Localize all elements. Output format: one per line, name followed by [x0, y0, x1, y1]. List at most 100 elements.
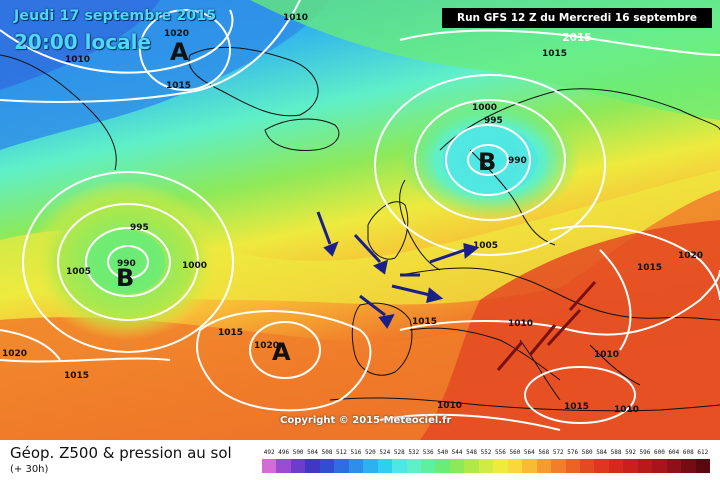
- isobar-1020-azores: [249, 321, 321, 379]
- iso-label-1020-d: 1020: [678, 251, 703, 261]
- iso-label-990-a: 990: [508, 156, 527, 166]
- iso-label-1005-b: 1005: [66, 267, 91, 277]
- scale-color-cell: [623, 459, 638, 473]
- norway-coast: [469, 149, 556, 246]
- scale-tick-label: 592: [625, 449, 636, 456]
- mediterranean-north: [409, 327, 561, 381]
- isobar-1005-scand: [374, 74, 606, 256]
- scale-tick-label: 544: [451, 449, 463, 456]
- isobar-995-atl: [85, 227, 171, 297]
- scale-color-cell: [594, 459, 609, 473]
- copyright-notice: Copyright © 2015 Meteociel.fr: [280, 415, 452, 426]
- scale-tick-label: 520: [364, 449, 376, 456]
- scale-color-cell: [392, 459, 407, 473]
- isobar-1000-scand: [414, 99, 566, 221]
- scale-tick-label: 516: [350, 449, 362, 456]
- britain: [399, 179, 441, 271]
- scale-color-cell: [536, 459, 552, 473]
- low-atlantic-core: [85, 230, 165, 294]
- warm-arrows: [496, 281, 597, 371]
- warm-arrow-3: [546, 308, 582, 347]
- scale-tick-label: 600: [653, 449, 665, 456]
- forecast-time: 20:00 locale: [14, 30, 151, 54]
- scale-tick-label: 504: [307, 449, 318, 456]
- scale-tick-label: 492: [263, 449, 275, 456]
- scale-color-cell: [652, 459, 667, 473]
- scale-tick-label: 608: [682, 449, 694, 456]
- greenland-coast: [0, 54, 117, 171]
- north-africa-coast: [329, 397, 720, 412]
- scale-color-cell: [435, 459, 450, 473]
- scale-tick-label: 556: [495, 449, 506, 456]
- forecast-date: Jeudi 17 septembre 2015: [14, 8, 217, 24]
- scandinavia: [439, 88, 720, 151]
- scale-tick-label: 512: [336, 449, 347, 456]
- scale-color-cell: [406, 459, 421, 473]
- high-center-greenland: A: [170, 38, 189, 66]
- isobar-1010-central: [399, 269, 720, 336]
- cold-air-core: [0, 0, 160, 90]
- scale-color-cell: [608, 459, 624, 473]
- isobar-1010-atl: [22, 171, 234, 353]
- isobar-1010-nw: [0, 9, 234, 74]
- scale-tick-label: 548: [466, 449, 477, 456]
- scale-color-cell: [276, 459, 291, 473]
- map-canvas: 1010 1020 1010 1015 1015 1000 995 990 10…: [0, 0, 720, 440]
- scale-color-cell: [348, 459, 364, 473]
- iso-label-1010-b: 1010: [65, 55, 90, 65]
- scale-tick-label: 588: [610, 449, 622, 456]
- isobar-1005-atl: [57, 203, 199, 321]
- iso-label-1010-d: 1010: [594, 350, 619, 360]
- scale-color-cell: [637, 459, 653, 473]
- isobar-1010-se: [599, 249, 632, 351]
- scale-tick-label: 612: [697, 449, 709, 456]
- italy: [519, 339, 561, 401]
- scale-tick-label: 500: [292, 449, 304, 456]
- scale-tick-label: 584: [596, 449, 608, 456]
- iberia: [351, 302, 413, 376]
- isobar-995-scand: [445, 124, 531, 196]
- scale-color-cell: [579, 459, 595, 473]
- arrow-2-head: [372, 259, 389, 275]
- scale-tick-label: 496: [278, 449, 290, 456]
- scale-tick-label: 532: [408, 449, 420, 456]
- scale-color-cell: [464, 459, 479, 473]
- iso-label-1015-d: 1015: [64, 371, 89, 381]
- iso-label-990-b: 990: [117, 259, 136, 269]
- scale-color-cell: [262, 459, 277, 473]
- scale-tick-label: 524: [379, 449, 391, 456]
- arrow-6-head: [378, 313, 395, 329]
- scale-tick-label: 604: [668, 449, 680, 456]
- low-center-scandinavia: B: [478, 148, 496, 176]
- scale-color-cell: [420, 459, 436, 473]
- isobar-1015-med: [524, 366, 636, 424]
- iso-label-1000-b: 1000: [182, 261, 207, 271]
- iceland: [264, 118, 340, 151]
- iso-label-1010-c: 1010: [508, 319, 533, 329]
- scale-color-cell: [334, 459, 349, 473]
- isobar-1015-east: [549, 225, 720, 301]
- scale-tick-label: 572: [552, 449, 564, 456]
- low-center-atlantic: B: [116, 264, 134, 292]
- arrow-6: [359, 294, 386, 317]
- isobar-1020-high: [139, 9, 231, 91]
- scale-color-cell: [305, 459, 320, 473]
- arrow-3-head: [463, 242, 480, 259]
- scale-color-cell: [363, 459, 378, 473]
- scale-color-cell: [695, 459, 711, 473]
- scale-tick-label: 568: [538, 449, 550, 456]
- isobar-1015-azores: [196, 310, 372, 412]
- scale-tick-label: 596: [639, 449, 651, 456]
- isobar-1015-north: [0, 0, 301, 103]
- scale-tick-label: 560: [509, 449, 521, 456]
- scale-color-cell: [551, 459, 566, 473]
- isobar-labels: 1010 1020 1010 1015 1015 1000 995 990 10…: [2, 13, 703, 415]
- isobars: [0, 0, 720, 430]
- scale-tick-label: 528: [393, 449, 405, 456]
- iso-label-995-b: 995: [130, 223, 149, 233]
- iso-label-1015-c: 1015: [218, 328, 243, 338]
- iso-label-1015-g: 1015: [564, 402, 589, 412]
- arrow-5-head: [426, 287, 444, 304]
- low-scandinavia-core: [442, 126, 538, 194]
